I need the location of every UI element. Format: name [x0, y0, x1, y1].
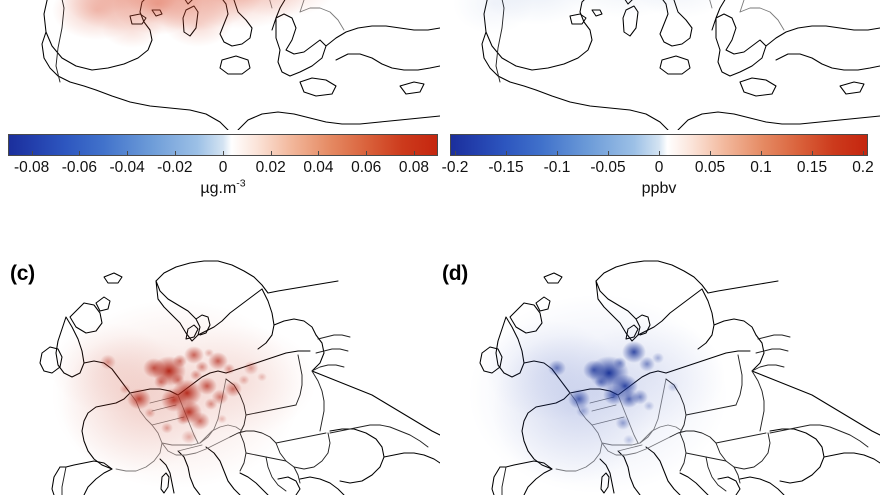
panel-c-label: (c) — [10, 262, 35, 285]
panel-d-label: (d) — [442, 262, 468, 285]
colorbar-right-unit-base: ppbv — [641, 180, 677, 197]
border-group — [62, 335, 428, 495]
border-group — [56, 0, 440, 82]
colorbar-right-tick: -0.05 — [590, 159, 626, 176]
colorbar-right-tick: 0.2 — [852, 159, 874, 176]
colorbar-right: -0.2 -0.15 -0.1 -0.05 0 0.05 0.1 0.15 0.… — [442, 134, 874, 204]
colorbar-right-tick: -0.2 — [441, 159, 469, 176]
colorbar-right-tick: 0.15 — [796, 159, 828, 176]
colorbar-left-tick: 0.06 — [351, 159, 382, 176]
colorbar-right-unit-label: ppbv — [450, 180, 868, 198]
colorbar-right-tick: -0.15 — [488, 159, 524, 176]
colorbar-left-tick: 0.08 — [398, 159, 429, 176]
colorbar-left-ticks — [8, 151, 438, 160]
colorbar-right-tick: 0.05 — [694, 159, 726, 176]
colorbar-left-unit-exponent: -3 — [236, 177, 246, 190]
colorbar-left-tick: 0.04 — [303, 159, 334, 176]
colorbar-left-tick: -0.04 — [109, 159, 145, 176]
panel-b-coastlines — [440, 0, 880, 130]
colorbar-right-tick: 0.1 — [750, 159, 772, 176]
colorbar-left-tick: -0.08 — [13, 159, 50, 176]
coastline-group — [482, 0, 880, 130]
panel-c — [0, 255, 440, 495]
coastline-group — [480, 261, 880, 495]
panel-d-coastlines — [440, 255, 880, 495]
colorbar-left: -0.08 -0.06 -0.04 -0.02 0 0.02 0.04 0.06… — [8, 134, 438, 204]
panel-a-coastlines — [0, 0, 440, 130]
colorbar-left-tick: 0 — [218, 159, 228, 176]
colorbar-left-unit-label: µg.m-3 — [8, 177, 438, 198]
panel-a-map — [0, 0, 440, 130]
panel-c-map — [0, 255, 440, 495]
panel-a — [0, 0, 440, 130]
colorbar-right-tick: -0.1 — [543, 159, 571, 176]
coastline-group — [40, 261, 440, 495]
panel-d-map — [440, 255, 880, 495]
coastline-group — [42, 0, 440, 130]
colorbar-left-unit-base: µg.m — [200, 180, 237, 197]
panel-b-map — [440, 0, 880, 130]
border-group — [502, 335, 868, 495]
colorbar-right-ticks — [450, 151, 868, 160]
panel-d — [440, 255, 880, 495]
colorbar-right-ticklabels: -0.2 -0.15 -0.1 -0.05 0 0.05 0.1 0.15 0.… — [442, 158, 874, 178]
border-group — [496, 0, 880, 82]
colorbar-left-tick: -0.06 — [61, 159, 98, 176]
colorbar-right-tick: 0 — [654, 159, 664, 176]
panel-c-coastlines — [0, 255, 440, 495]
panel-b — [440, 0, 880, 130]
colorbar-left-tick: -0.02 — [157, 159, 193, 176]
colorbar-left-ticklabels: -0.08 -0.06 -0.04 -0.02 0 0.02 0.04 0.06… — [8, 158, 438, 178]
colorbar-left-tick: 0.02 — [255, 159, 286, 176]
